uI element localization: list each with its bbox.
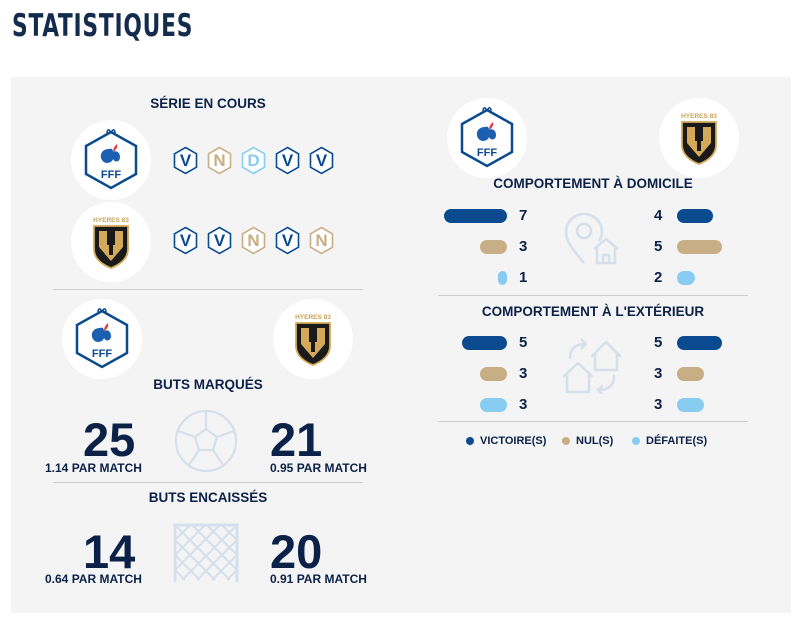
legend-nul-label: NUL(S) bbox=[576, 435, 614, 447]
domicile-team2-victoires-bar bbox=[677, 209, 713, 223]
result-hexagon: V bbox=[275, 146, 300, 175]
exterieur-team1-nuls-count: 3 bbox=[519, 365, 528, 382]
result-letter: V bbox=[281, 150, 294, 170]
exterieur-team2-nuls-bar bbox=[677, 367, 704, 381]
hyeres-logo: HYERES 83 bbox=[71, 202, 151, 282]
buts-encaisses-title: BUTS ENCAISSÉS bbox=[148, 490, 268, 505]
exterieur-team1-defaites-bar bbox=[480, 398, 507, 412]
svg-text:FFF: FFF bbox=[101, 169, 121, 181]
domicile-team2-victoires-count: 4 bbox=[654, 207, 663, 224]
svg-text:FFF: FFF bbox=[477, 147, 497, 159]
team1-goals-conceded: 14 bbox=[83, 525, 136, 578]
result-hexagon: D bbox=[241, 146, 266, 175]
result-letter: V bbox=[179, 150, 192, 170]
home-pin-icon bbox=[562, 211, 622, 272]
legend-defaite-label: DÉFAITE(S) bbox=[646, 435, 708, 447]
goal-net-icon bbox=[172, 522, 240, 589]
domicile-team2-nuls-bar bbox=[677, 240, 722, 254]
hyeres-logo: HYERES 83 bbox=[273, 299, 353, 379]
svg-text:FFF: FFF bbox=[92, 348, 112, 360]
football-icon bbox=[173, 408, 239, 479]
away-swap-icon bbox=[562, 336, 622, 399]
divider bbox=[438, 295, 748, 296]
team1-goals-scored-per-match: 1.14 PAR MATCH bbox=[45, 461, 142, 475]
exterieur-team1-defaites-count: 3 bbox=[519, 396, 528, 413]
domicile-team2-defaites-bar bbox=[677, 271, 695, 285]
exterieur-team2-victoires-count: 5 bbox=[654, 334, 663, 351]
buts-marques-title: BUTS MARQUÉS bbox=[153, 377, 263, 392]
domicile-team1-defaites-count: 1 bbox=[519, 269, 528, 286]
divider bbox=[53, 289, 363, 290]
page-title: STATISTIQUES bbox=[12, 8, 194, 44]
exterieur-team2-nuls-count: 3 bbox=[654, 365, 663, 382]
fff-logo: FFF bbox=[447, 98, 527, 178]
team2-goals-conceded-per-match: 0.91 PAR MATCH bbox=[270, 572, 367, 586]
stats-panel: SÉRIE EN COURS FFF V N D V V HYERES 83 V V N V N… bbox=[11, 77, 791, 613]
exterieur-title: COMPORTEMENT À L'EXTÉRIEUR bbox=[481, 304, 705, 319]
result-hexagon: V bbox=[207, 226, 232, 255]
result-letter: V bbox=[179, 230, 192, 250]
domicile-title: COMPORTEMENT À DOMICILE bbox=[493, 176, 693, 191]
legend-victoire-dot bbox=[466, 437, 474, 445]
result-hexagon: N bbox=[207, 146, 232, 175]
legend-nul-dot bbox=[562, 437, 570, 445]
result-letter: D bbox=[247, 150, 260, 170]
serie-title: SÉRIE EN COURS bbox=[150, 96, 266, 111]
exterieur-team1-nuls-bar bbox=[480, 367, 507, 381]
team1-goals-conceded-per-match: 0.64 PAR MATCH bbox=[45, 572, 142, 586]
divider bbox=[53, 482, 363, 483]
fff-logo: FFF bbox=[62, 299, 142, 379]
team2-goals-scored: 21 bbox=[270, 413, 323, 466]
domicile-team1-nuls-bar bbox=[480, 240, 507, 254]
result-letter: V bbox=[213, 230, 226, 250]
exterieur-team1-victoires-bar bbox=[462, 336, 507, 350]
svg-text:HYERES 83: HYERES 83 bbox=[93, 217, 129, 224]
exterieur-team2-victoires-bar bbox=[677, 336, 722, 350]
team1-goals-scored: 25 bbox=[83, 413, 136, 466]
exterieur-team1-victoires-count: 5 bbox=[519, 334, 528, 351]
result-letter: N bbox=[247, 230, 260, 250]
svg-text:HYERES 83: HYERES 83 bbox=[295, 314, 331, 321]
domicile-team1-victoires-count: 7 bbox=[519, 207, 528, 224]
team2-goals-conceded: 20 bbox=[270, 525, 323, 578]
exterieur-team2-defaites-bar bbox=[677, 398, 704, 412]
domicile-team2-nuls-count: 5 bbox=[654, 238, 663, 255]
fff-logo: FFF bbox=[71, 120, 151, 200]
hyeres-logo: HYERES 83 bbox=[659, 98, 739, 178]
domicile-team1-nuls-count: 3 bbox=[519, 238, 528, 255]
result-letter: V bbox=[315, 150, 328, 170]
domicile-team2-defaites-count: 2 bbox=[654, 269, 663, 286]
divider bbox=[438, 421, 748, 422]
legend-victoire-label: VICTOIRE(S) bbox=[480, 435, 547, 447]
legend-nul: NUL(S) bbox=[562, 435, 613, 447]
result-hexagon: N bbox=[309, 226, 334, 255]
legend-victoire: VICTOIRE(S) bbox=[466, 435, 546, 447]
domicile-team1-defaites-bar bbox=[498, 271, 507, 285]
result-hexagon: V bbox=[275, 226, 300, 255]
result-letter: N bbox=[213, 150, 226, 170]
team2-goals-scored-per-match: 0.95 PAR MATCH bbox=[270, 461, 367, 475]
result-hexagon: V bbox=[173, 226, 198, 255]
domicile-team1-victoires-bar bbox=[444, 209, 507, 223]
result-letter: N bbox=[315, 230, 328, 250]
result-hexagon: V bbox=[309, 146, 334, 175]
legend-defaite-dot bbox=[632, 437, 640, 445]
svg-text:HYERES 83: HYERES 83 bbox=[681, 113, 717, 120]
result-hexagon: N bbox=[241, 226, 266, 255]
exterieur-team2-defaites-count: 3 bbox=[654, 396, 663, 413]
legend-defaite: DÉFAITE(S) bbox=[632, 435, 707, 447]
result-letter: V bbox=[281, 230, 294, 250]
result-hexagon: V bbox=[173, 146, 198, 175]
